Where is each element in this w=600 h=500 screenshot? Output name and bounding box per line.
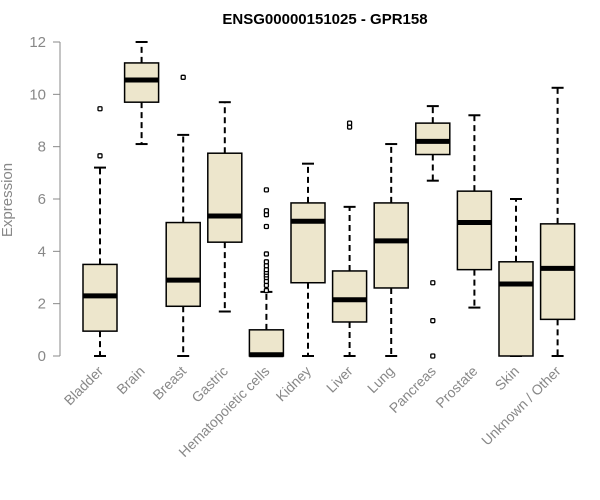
- iqr-box: [373, 202, 409, 289]
- outlier-point: [263, 251, 270, 257]
- iqr-box: [415, 122, 451, 156]
- outlier-point: [263, 223, 270, 230]
- x-tick-label: Kidney: [273, 363, 315, 405]
- boxes-group: [82, 41, 576, 359]
- outlier-point: [346, 120, 353, 126]
- box-hematopoietic-cells: [248, 187, 285, 358]
- outlier-point: [180, 74, 186, 80]
- box-gastric: [207, 101, 243, 313]
- outlier-point: [263, 208, 270, 214]
- outlier-point: [430, 280, 436, 286]
- iqr-box: [539, 223, 576, 321]
- x-tick-label: Brain: [113, 363, 147, 397]
- outlier-point: [430, 353, 436, 359]
- iqr-box: [498, 261, 534, 357]
- x-tick-label: Breast: [149, 363, 189, 403]
- outlier-point: [97, 153, 103, 159]
- box-bladder: [82, 106, 118, 357]
- outlier-point: [430, 318, 436, 324]
- y-tick-label: 6: [38, 191, 46, 208]
- y-tick-label: 8: [38, 139, 46, 156]
- y-tick-label: 2: [38, 296, 46, 313]
- outlier-point: [263, 287, 270, 294]
- box-prostate: [456, 114, 493, 309]
- y-tick-label: 4: [38, 243, 46, 260]
- iqr-box: [248, 329, 285, 357]
- iqr-box: [165, 221, 201, 308]
- box-pancreas: [415, 105, 451, 359]
- x-tick-label: Liver: [323, 363, 356, 396]
- iqr-box: [123, 62, 160, 103]
- box-brain: [123, 41, 160, 146]
- chart-title: ENSG00000151025 - GPR158: [222, 11, 427, 28]
- box-liver: [331, 120, 368, 357]
- box-lung: [373, 143, 409, 357]
- iqr-box: [290, 202, 326, 284]
- x-tick-label: Skin: [492, 363, 523, 394]
- box-breast: [165, 74, 201, 357]
- outlier-point: [97, 106, 103, 112]
- x-tick-label: Lung: [364, 363, 397, 396]
- y-tick-label: 12: [29, 34, 46, 51]
- iqr-box: [207, 152, 243, 243]
- x-tick-label: Prostate: [432, 363, 480, 411]
- y-tick-label: 10: [29, 86, 46, 103]
- x-tick-label: Bladder: [61, 363, 107, 409]
- box-kidney: [290, 162, 326, 357]
- box-unknown-other: [539, 86, 576, 357]
- outlier-point: [263, 187, 270, 193]
- y-axis-label: Expression: [0, 163, 16, 237]
- outlier-point: [263, 259, 270, 265]
- box-skin: [498, 198, 534, 357]
- x-tick-label: Unknown / Other: [478, 363, 564, 449]
- y-tick-label: 0: [38, 348, 46, 365]
- iqr-box: [456, 190, 493, 271]
- y-axis: 0 2 4 6 8 10 12: [29, 34, 61, 365]
- iqr-box: [331, 270, 368, 323]
